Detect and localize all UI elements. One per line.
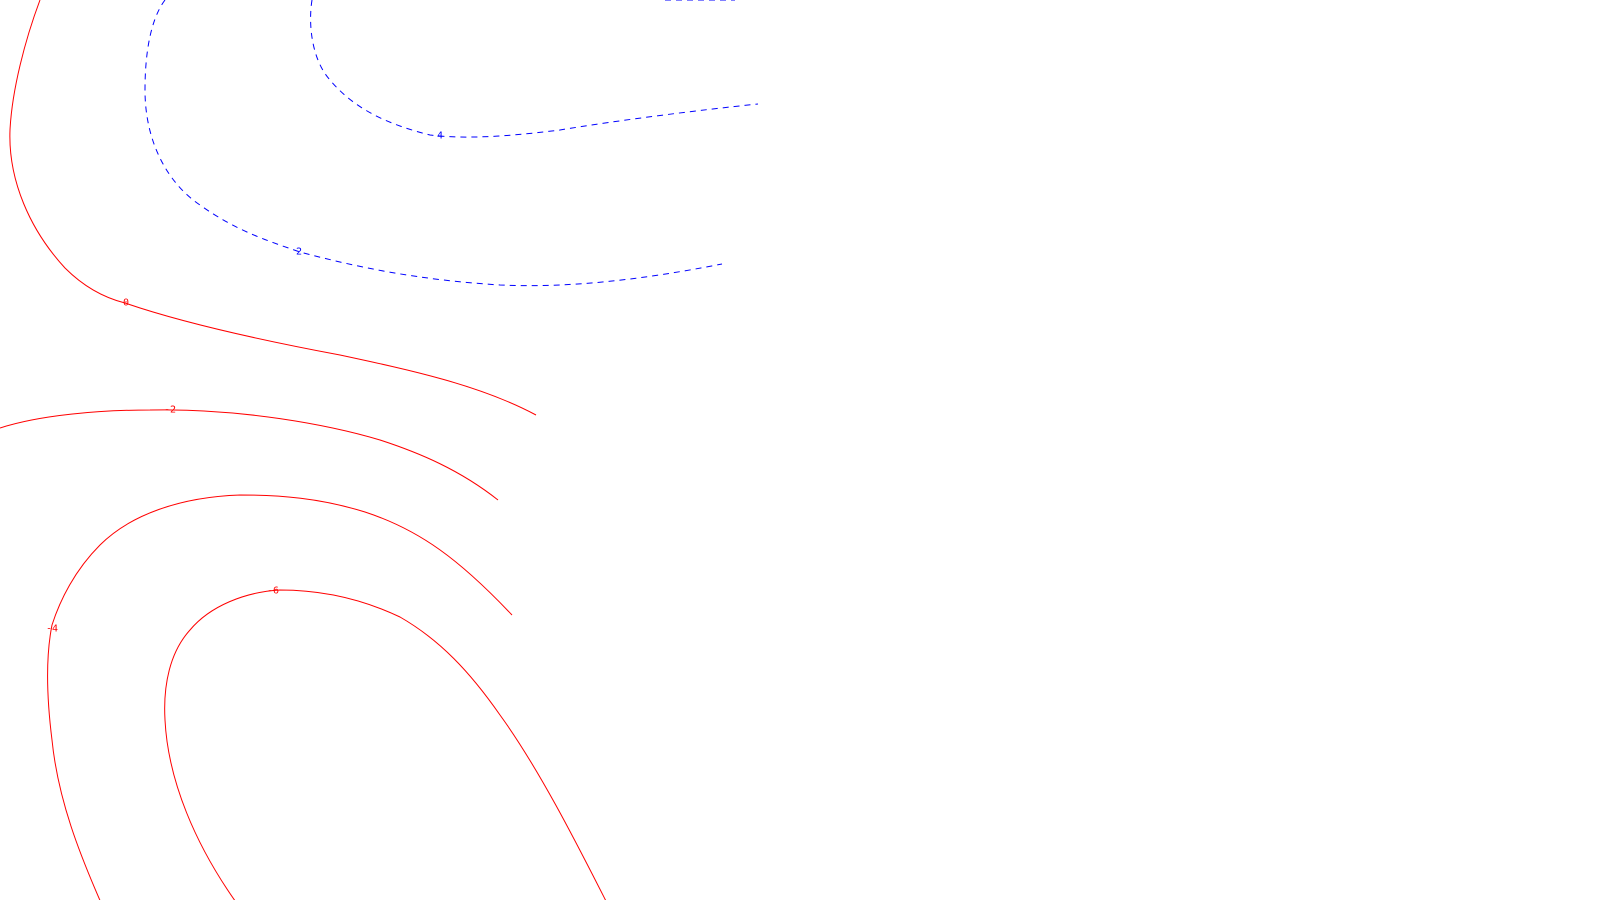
contour-group-neg-4: -4 [46, 494, 513, 900]
contour-line-neg-4 [46, 494, 513, 900]
contour-group-neg-2: -2 [0, 405, 499, 501]
contour-group-2: 2 [144, 0, 723, 287]
contour-line-neg-6 [164, 589, 607, 900]
contour-line-0 [9, 0, 537, 416]
contour-label-4: 4 [437, 131, 443, 142]
contour-group-neg-6: -6 [164, 586, 607, 900]
contour-group-4: 4 [310, 0, 759, 142]
contour-line-neg-2 [0, 409, 499, 501]
contour-label-2: 2 [296, 247, 302, 258]
contour-line-4 [310, 0, 759, 138]
contour-line-2 [144, 0, 723, 287]
contour-label-neg-2: -2 [164, 405, 176, 416]
contour-label-0: 0 [123, 298, 129, 309]
contour-label-neg-6: -6 [267, 586, 279, 597]
contour-group-0: 0 [9, 0, 537, 416]
contour-label-neg-4: -4 [46, 624, 58, 635]
